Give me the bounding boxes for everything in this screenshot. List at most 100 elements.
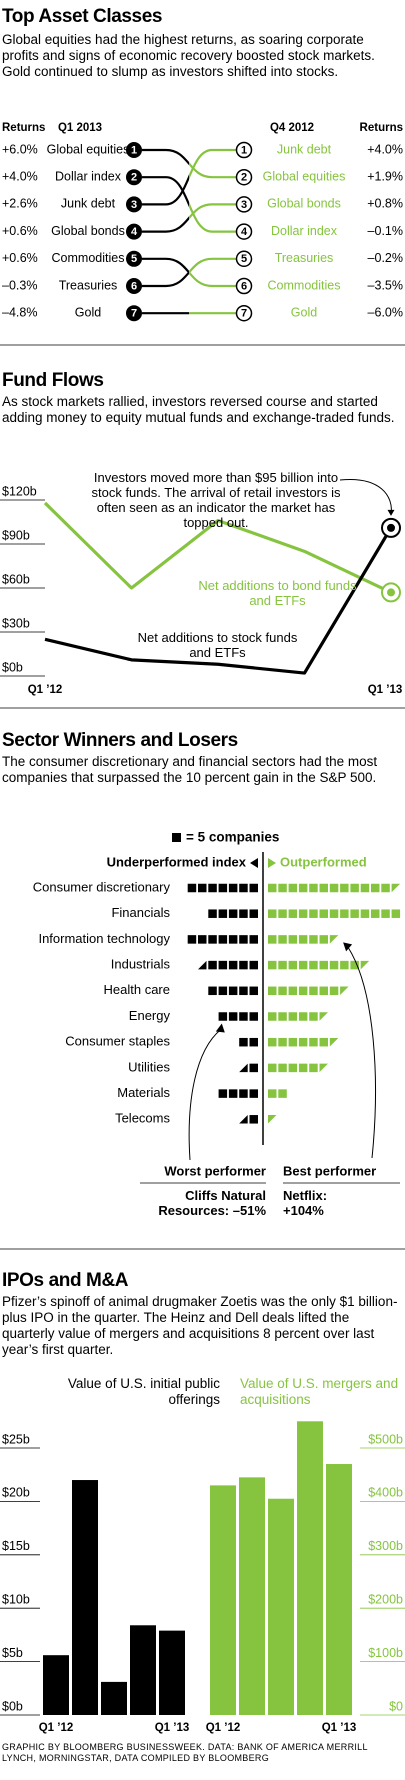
unit-square xyxy=(278,1012,287,1021)
y-tick-label: $0b xyxy=(2,660,23,674)
y-tick-label: $20b xyxy=(2,1486,30,1500)
unit-square xyxy=(319,986,328,996)
return-label: +0.6% xyxy=(2,251,38,265)
unit-square xyxy=(249,883,258,893)
asset-name: Dollar index xyxy=(271,224,338,238)
rank-label: 1 xyxy=(131,144,137,156)
sector-bar xyxy=(198,960,258,970)
unit-square xyxy=(218,883,228,893)
unit-square xyxy=(268,935,277,944)
unit-square xyxy=(249,1037,258,1047)
unit-square xyxy=(208,986,217,996)
rank-marker xyxy=(235,304,253,322)
sector-bar xyxy=(187,883,258,893)
unit-square xyxy=(309,1063,318,1073)
rank-marker xyxy=(235,141,253,159)
unit-square xyxy=(218,1012,228,1021)
unit-square xyxy=(288,935,298,944)
unit-square xyxy=(278,1063,287,1073)
unit-square xyxy=(319,883,328,893)
partial-unit xyxy=(391,883,401,893)
return-label: +6.0% xyxy=(2,142,38,156)
end-marker-dot xyxy=(387,523,395,532)
return-label: +2.6% xyxy=(2,197,38,211)
partial-unit xyxy=(268,1115,277,1124)
unit-square xyxy=(228,909,238,918)
unit-square xyxy=(228,960,238,970)
unit-square xyxy=(319,909,328,918)
unit-square xyxy=(371,909,380,918)
unit-square xyxy=(298,1063,308,1073)
sector-bar xyxy=(268,1037,339,1047)
arrow-head xyxy=(343,942,353,952)
return-label: +1.9% xyxy=(367,169,403,183)
unit-square xyxy=(249,935,258,944)
unit-square xyxy=(278,1037,287,1047)
unit-square xyxy=(239,960,248,970)
unit-square xyxy=(309,1037,318,1047)
unit-square xyxy=(360,883,370,893)
rank-label: 5 xyxy=(131,253,137,265)
y-tick-label: $400b xyxy=(368,1486,403,1500)
sector-bar xyxy=(239,1115,258,1124)
return-label: +4.0% xyxy=(367,142,403,156)
chart-title: Value of U.S. mergers and acquisitions xyxy=(240,1376,399,1407)
unit-square xyxy=(228,1089,238,1098)
unit-square xyxy=(350,883,359,893)
asset-name: Junk debt xyxy=(61,197,116,211)
unit-square xyxy=(309,986,318,996)
series-line xyxy=(43,501,392,594)
sector-bar xyxy=(268,1089,287,1098)
y-tick-label: $100b xyxy=(368,1646,403,1660)
unit-square xyxy=(249,1089,258,1098)
connector xyxy=(142,148,236,206)
bar xyxy=(239,1477,265,1715)
unit-square xyxy=(187,935,197,944)
y-tick-label: $5b xyxy=(2,1646,23,1660)
sector-bar xyxy=(268,1063,328,1073)
unit-square xyxy=(350,960,359,970)
unit-square xyxy=(309,909,318,918)
sector-bar xyxy=(208,909,258,918)
unit-square xyxy=(381,909,390,918)
unit-square xyxy=(298,935,308,944)
partial-unit xyxy=(329,935,339,944)
rank-marker xyxy=(126,196,142,213)
legend-label: Outperformed xyxy=(280,854,367,869)
asset-name: Junk debt xyxy=(277,142,332,156)
unit-square xyxy=(288,986,298,996)
connector xyxy=(142,203,236,233)
unit-square xyxy=(208,935,217,944)
section-text: As stock markets rallied, investors reve… xyxy=(2,394,395,425)
rank-marker xyxy=(126,305,142,322)
annotation-arrow xyxy=(347,947,376,1159)
asset-name: Gold xyxy=(291,305,317,319)
unit-square xyxy=(268,909,277,918)
category-label: Materials xyxy=(117,1085,170,1100)
unit-square xyxy=(309,883,318,893)
sector-bar xyxy=(268,935,339,944)
unit-square xyxy=(298,960,308,970)
x-tick-label: Q1 ’12 xyxy=(206,1722,241,1734)
y-tick-label: $120b xyxy=(2,484,37,498)
section-text: Global equities had the highest returns,… xyxy=(2,32,375,79)
section-title: Fund Flows xyxy=(2,370,104,391)
unit-square xyxy=(228,883,238,893)
partial-unit xyxy=(319,1063,328,1073)
category-label: Health care xyxy=(104,982,170,997)
column-header: Returns xyxy=(360,122,403,134)
connector xyxy=(142,176,236,233)
y-tick-label: $10b xyxy=(2,1592,30,1606)
unit-square xyxy=(288,1012,298,1021)
unit-square xyxy=(309,960,318,970)
rank-marker xyxy=(235,196,253,213)
unit-square xyxy=(268,986,277,996)
unit-square xyxy=(228,986,238,996)
unit-square xyxy=(268,1089,277,1098)
bar xyxy=(297,1421,323,1715)
bar xyxy=(210,1485,236,1715)
unit-square xyxy=(298,1012,308,1021)
unit-square xyxy=(288,909,298,918)
annotation-text: Netflix: +104% xyxy=(283,1188,328,1218)
